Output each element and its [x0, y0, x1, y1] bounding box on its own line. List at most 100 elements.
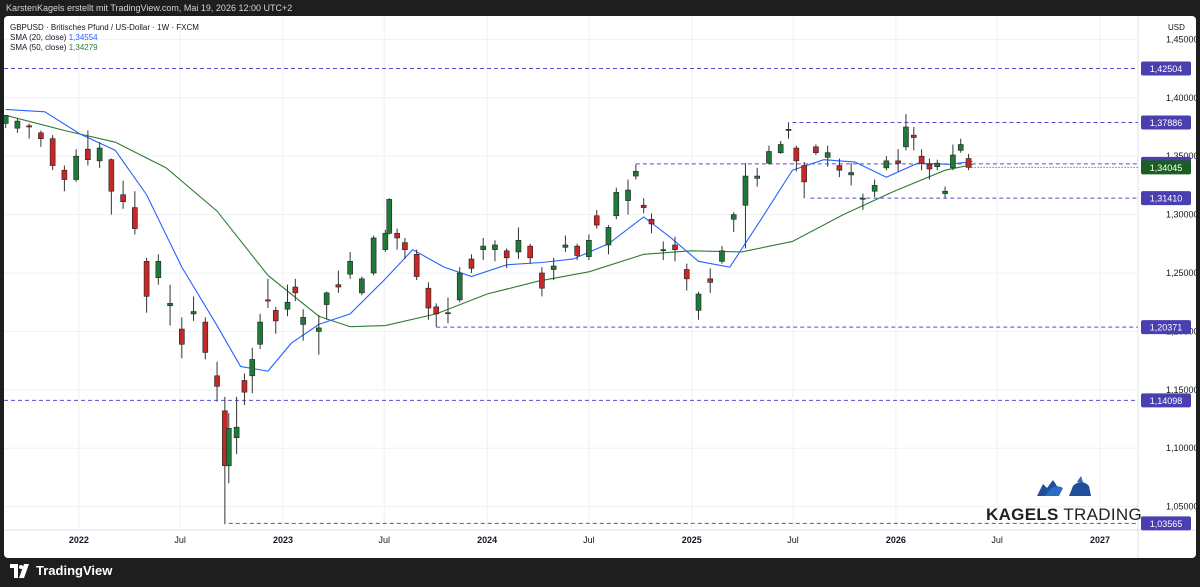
candle-down[interactable]: [785, 129, 792, 131]
candle-up[interactable]: [347, 261, 353, 275]
candle-up[interactable]: [883, 160, 890, 169]
candle-up[interactable]: [190, 311, 197, 315]
candle-down[interactable]: [85, 148, 91, 160]
candle-up[interactable]: [14, 120, 21, 129]
candle-up[interactable]: [562, 244, 569, 248]
candle-up[interactable]: [316, 327, 322, 332]
level-price-tag-bg[interactable]: [1141, 191, 1191, 206]
candle-down[interactable]: [394, 232, 400, 239]
price-chart[interactable]: 1,450001,400001,350001,300001,250001,200…: [4, 16, 1196, 558]
candle-up[interactable]: [742, 175, 749, 206]
candle-up[interactable]: [550, 265, 557, 270]
chart-frame[interactable]: 1,450001,400001,350001,300001,250001,200…: [4, 16, 1196, 558]
candle-down[interactable]: [918, 155, 925, 164]
candle-down[interactable]: [272, 310, 279, 322]
candle-up[interactable]: [719, 250, 725, 262]
candle-up[interactable]: [233, 426, 240, 439]
candle-up[interactable]: [382, 232, 389, 250]
candle-down[interactable]: [108, 159, 115, 192]
candle-up[interactable]: [766, 151, 772, 164]
candle-up[interactable]: [660, 249, 667, 251]
candle-down[interactable]: [503, 250, 510, 259]
candle-down[interactable]: [574, 245, 580, 256]
candle-up[interactable]: [934, 162, 941, 167]
candle-up[interactable]: [386, 199, 393, 234]
candle-up[interactable]: [284, 301, 291, 310]
candle-down[interactable]: [801, 165, 807, 183]
candle-up[interactable]: [225, 428, 232, 467]
candle-down[interactable]: [527, 245, 533, 259]
candle-up[interactable]: [860, 197, 866, 200]
candle-up[interactable]: [515, 239, 522, 253]
candle-up[interactable]: [871, 185, 878, 192]
candle-up[interactable]: [754, 175, 761, 179]
candle-up[interactable]: [370, 237, 377, 274]
candle-up[interactable]: [445, 312, 451, 315]
candle-down[interactable]: [539, 272, 545, 289]
candle-down[interactable]: [413, 254, 420, 277]
candle-up[interactable]: [695, 293, 702, 311]
candle-down[interactable]: [49, 138, 56, 166]
candle-down[interactable]: [61, 169, 68, 180]
candle-down[interactable]: [120, 194, 126, 203]
tradingview-logo[interactable]: TradingView: [10, 563, 112, 578]
candle-down[interactable]: [26, 125, 32, 128]
candle-up[interactable]: [586, 239, 592, 257]
candle-down[interactable]: [402, 242, 408, 250]
candle-down[interactable]: [335, 284, 342, 288]
candle-down[interactable]: [214, 375, 220, 387]
candle-up[interactable]: [480, 245, 487, 250]
candle-down[interactable]: [813, 146, 819, 153]
candle-up[interactable]: [456, 272, 463, 301]
candle-down[interactable]: [707, 278, 714, 283]
symbol-title[interactable]: GBPUSD · Britisches Pfund / US-Dollar · …: [10, 23, 199, 32]
candle-down[interactable]: [425, 287, 432, 309]
candle-down[interactable]: [143, 261, 150, 297]
candle-down[interactable]: [926, 164, 933, 170]
candle-up[interactable]: [167, 303, 173, 307]
current-price-tag-bg[interactable]: [1141, 160, 1191, 175]
candle-down[interactable]: [132, 207, 138, 229]
level-price-tag-bg[interactable]: [1141, 393, 1191, 408]
level-price-tag-bg[interactable]: [1141, 115, 1191, 130]
candle-up[interactable]: [633, 171, 639, 177]
candle-up[interactable]: [323, 292, 330, 305]
sma50-legend[interactable]: SMA (50, close) 1,34279: [10, 43, 199, 53]
candle-down[interactable]: [683, 269, 690, 280]
candle-up[interactable]: [4, 114, 9, 124]
candle-down[interactable]: [836, 165, 843, 171]
candle-down[interactable]: [895, 160, 901, 164]
candle-down[interactable]: [793, 147, 800, 162]
level-price-tag-bg[interactable]: [1141, 516, 1191, 531]
candle-down[interactable]: [468, 258, 475, 269]
sma20-legend[interactable]: SMA (20, close) 1,34554: [10, 33, 199, 43]
level-price-tag-bg[interactable]: [1141, 61, 1191, 76]
candle-down[interactable]: [292, 286, 299, 294]
candle-up[interactable]: [249, 359, 256, 377]
candle-up[interactable]: [903, 126, 909, 148]
candle-down[interactable]: [38, 132, 44, 139]
candle-up[interactable]: [950, 154, 956, 169]
candle-up[interactable]: [942, 190, 948, 194]
candle-down[interactable]: [640, 204, 647, 208]
candle-down[interactable]: [241, 380, 248, 393]
candle-down[interactable]: [433, 306, 440, 315]
candle-down[interactable]: [202, 321, 209, 353]
candle-up[interactable]: [73, 155, 79, 180]
candle-down[interactable]: [265, 299, 271, 302]
candle-down[interactable]: [965, 158, 972, 168]
candle-up[interactable]: [96, 147, 103, 162]
candle-up[interactable]: [777, 144, 784, 153]
candle-up[interactable]: [957, 144, 964, 151]
candle-up[interactable]: [625, 189, 631, 201]
candle-down[interactable]: [910, 134, 917, 138]
candle-down[interactable]: [672, 244, 678, 250]
candle-up[interactable]: [824, 152, 831, 158]
candle-up[interactable]: [155, 261, 162, 278]
candle-down[interactable]: [593, 215, 600, 226]
candle-down[interactable]: [179, 328, 185, 345]
candle-up[interactable]: [848, 172, 854, 176]
candle-up[interactable]: [257, 321, 263, 345]
candle-up[interactable]: [730, 214, 737, 220]
candle-up[interactable]: [492, 244, 498, 250]
